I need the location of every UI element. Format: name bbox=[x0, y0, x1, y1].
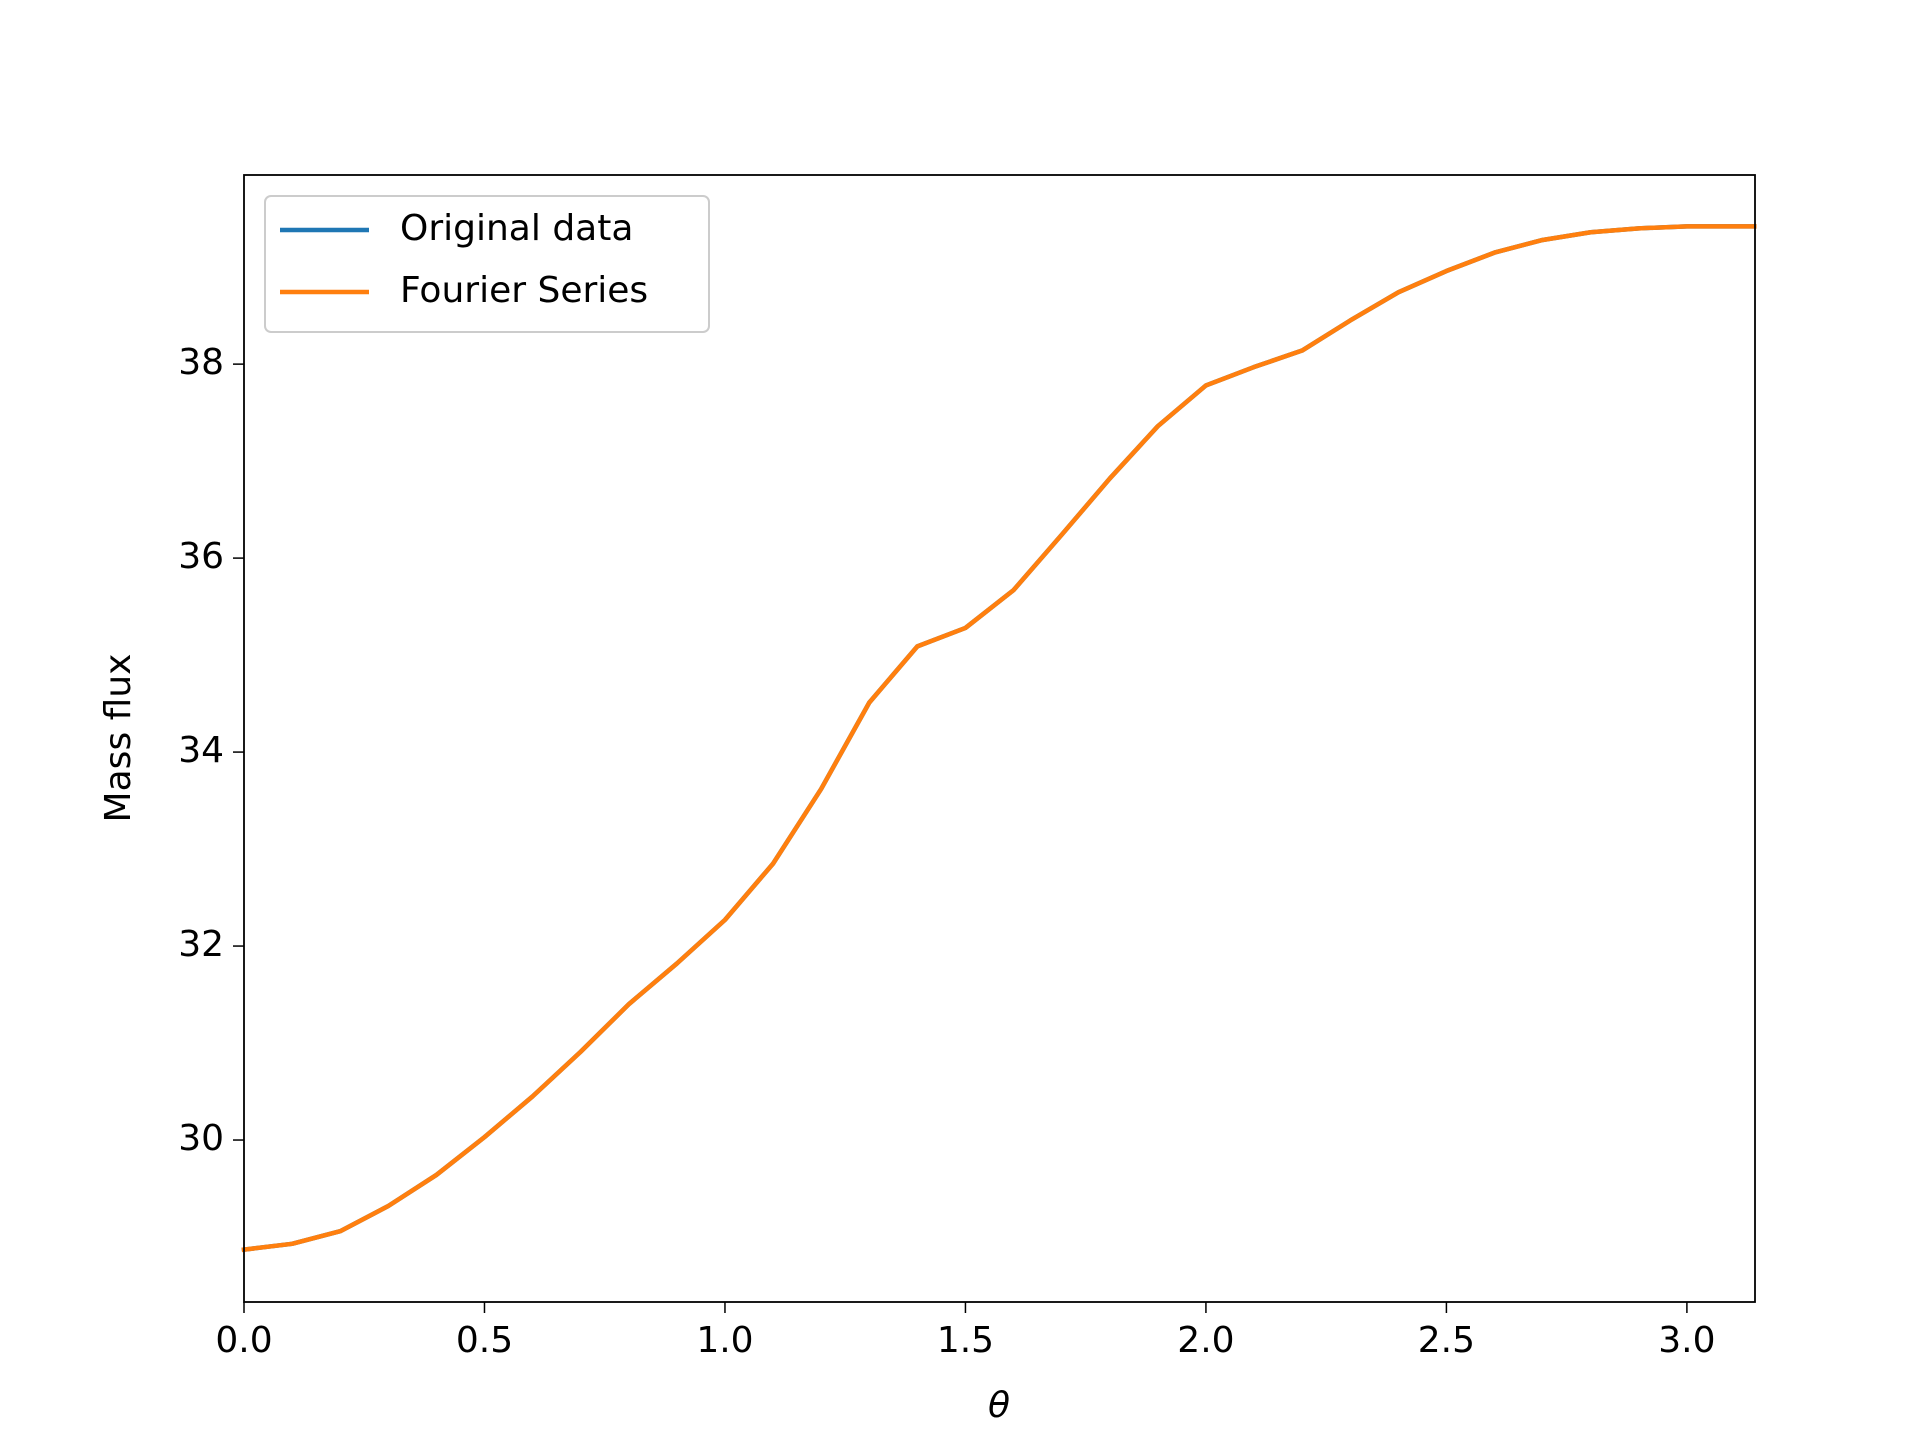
x-tick-label: 3.0 bbox=[1658, 1320, 1715, 1361]
x-tick-label: 2.5 bbox=[1418, 1320, 1475, 1361]
y-tick-label: 36 bbox=[178, 536, 224, 577]
x-tick-label: 0.0 bbox=[215, 1320, 272, 1361]
y-axis-label: Mass flux bbox=[98, 654, 139, 823]
x-tick-label: 2.0 bbox=[1177, 1320, 1234, 1361]
y-tick-label: 30 bbox=[178, 1118, 224, 1159]
legend-label: Original data bbox=[400, 208, 633, 249]
x-axis-label: θ bbox=[988, 1385, 1010, 1426]
legend-box bbox=[264, 195, 710, 333]
plot-frame bbox=[243, 174, 1756, 1303]
x-tick-label: 1.0 bbox=[696, 1320, 753, 1361]
y-tick-label: 32 bbox=[178, 924, 224, 965]
x-tick-label: 1.5 bbox=[937, 1320, 994, 1361]
legend-label: Fourier Series bbox=[400, 270, 648, 311]
y-tick-label: 34 bbox=[178, 730, 224, 771]
data-line bbox=[241, 224, 1757, 1253]
x-tick-label: 0.5 bbox=[456, 1320, 513, 1361]
y-tick-label: 38 bbox=[178, 342, 224, 383]
data-line bbox=[241, 224, 1757, 1253]
